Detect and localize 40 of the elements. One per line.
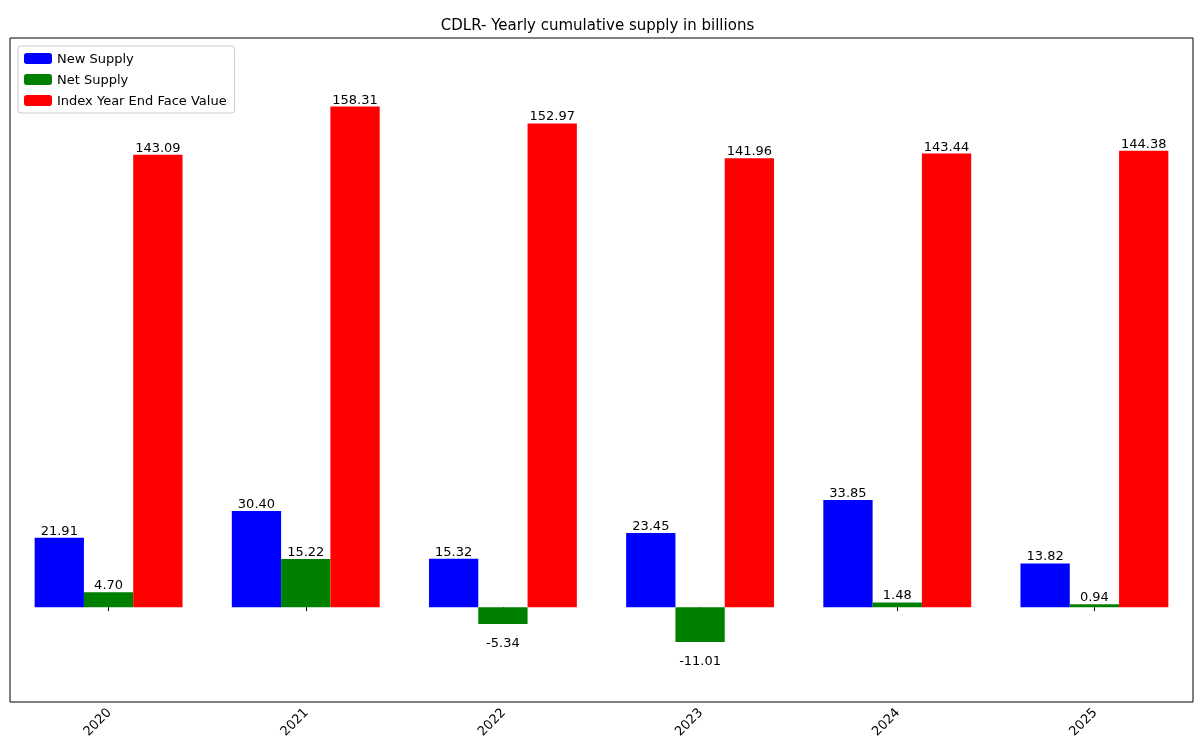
data-label: 0.94 [1079, 589, 1109, 605]
data-label: 15.22 [287, 544, 325, 560]
bar [281, 559, 331, 608]
bar [330, 106, 380, 608]
bar [231, 511, 282, 608]
data-label: 144.38 [1120, 135, 1167, 151]
bar [1119, 150, 1169, 608]
data-label: 143.09 [135, 139, 181, 155]
data-label: 158.31 [332, 91, 378, 107]
bar [872, 602, 922, 608]
legend-label: Net Supply [57, 72, 129, 87]
data-label: 21.91 [40, 522, 78, 538]
data-label: -5.34 [486, 635, 520, 651]
bar [724, 158, 775, 608]
bar [921, 153, 972, 608]
bar [133, 154, 183, 608]
bar [527, 123, 577, 608]
bar [1020, 563, 1070, 608]
data-label: 4.70 [94, 577, 124, 593]
data-label: 30.40 [237, 496, 276, 512]
data-label: 143.44 [923, 138, 970, 154]
data-label: 1.48 [882, 587, 912, 603]
chart-title: CDLR- Yearly cumulative supply in billions [440, 15, 755, 34]
data-label: 23.45 [632, 518, 670, 533]
bar [823, 500, 873, 608]
data-label: 15.32 [435, 543, 473, 559]
data-label: -11.01 [679, 652, 722, 668]
bar [626, 533, 676, 608]
bar [34, 537, 84, 608]
legend-label: Index Year End Face Value [57, 93, 227, 108]
data-label: 13.82 [1026, 548, 1064, 564]
bar [428, 558, 479, 608]
bar [1069, 604, 1120, 608]
data-label: 33.85 [829, 485, 867, 501]
data-label: 141.96 [726, 143, 773, 159]
bar [675, 607, 725, 642]
bar [478, 607, 528, 625]
legend-label: New Supply [57, 51, 135, 66]
data-label: 152.97 [529, 108, 575, 124]
bar [83, 592, 134, 608]
